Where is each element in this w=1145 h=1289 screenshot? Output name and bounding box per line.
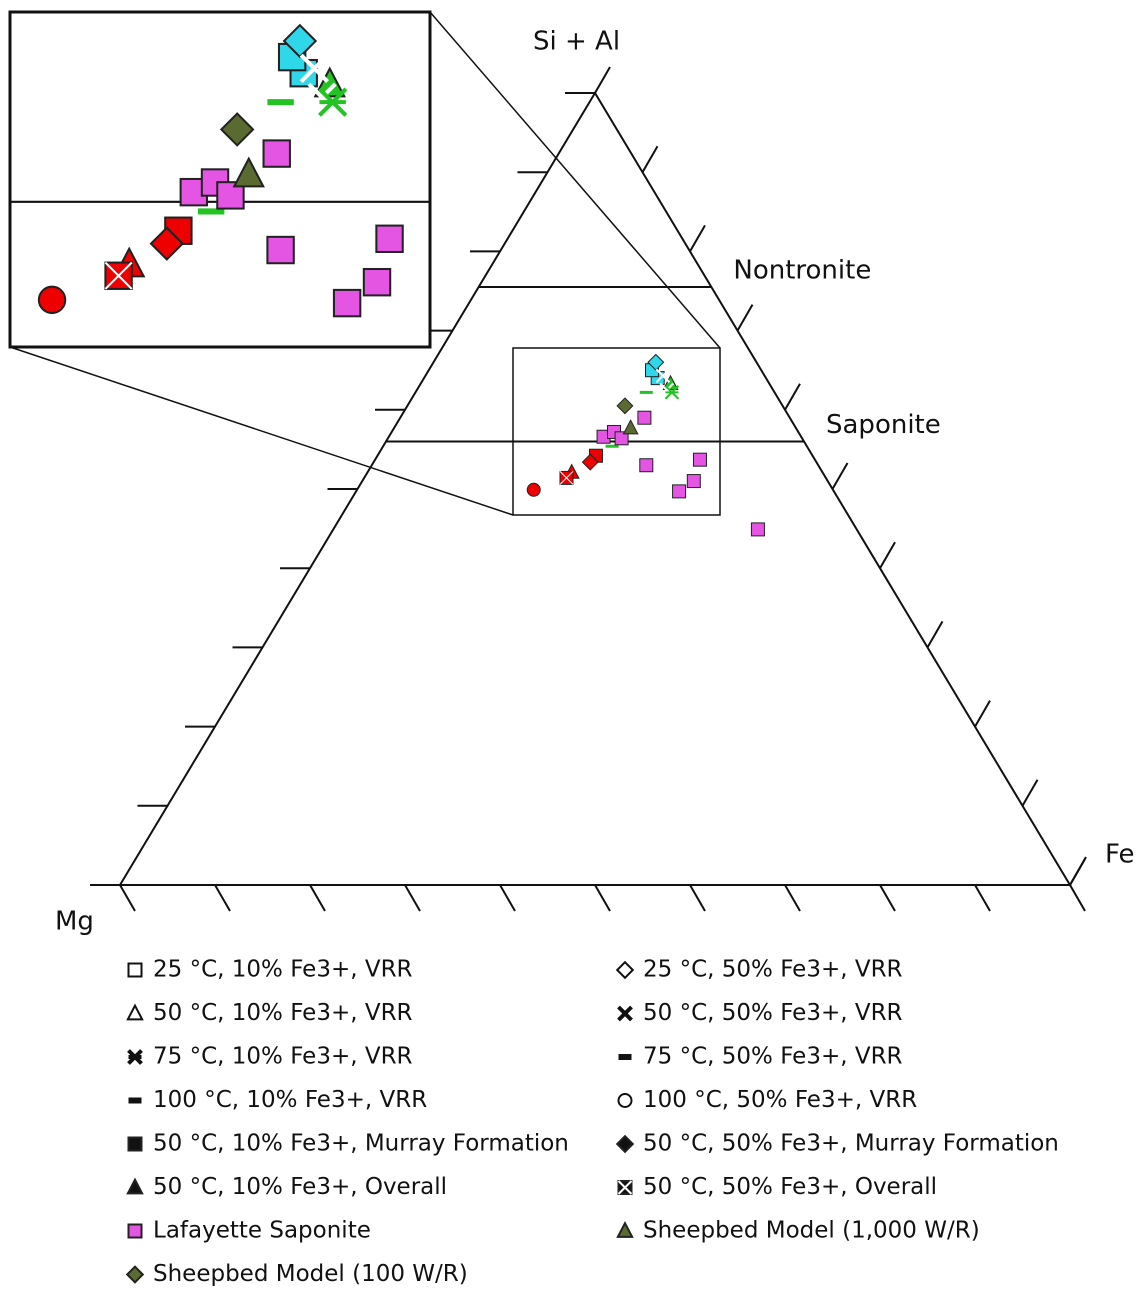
marker (750, 522, 765, 537)
bottom-tick (689, 884, 706, 912)
bottom-tick (879, 884, 896, 912)
legend-marker (617, 1180, 633, 1195)
legend-label: 25 °C, 50% Fe3+, VRR (643, 957, 903, 983)
marker (559, 471, 574, 485)
marker (362, 267, 392, 297)
boundary-label: Saponite (826, 410, 941, 440)
marker (37, 285, 67, 315)
marker (216, 181, 245, 210)
legend-marker (125, 1265, 145, 1284)
inset-zoom (10, 23, 520, 393)
inset (10, 23, 520, 393)
legend-marker (127, 962, 143, 978)
right-axis-extension (1069, 856, 1087, 886)
marker (232, 156, 265, 188)
legend-label: 50 °C, 10% Fe3+, VRR (153, 1000, 413, 1026)
legend-label: 50 °C, 10% Fe3+, Overall (153, 1174, 447, 1200)
top-axis-label: Si + Al (533, 27, 620, 57)
marker (375, 224, 404, 253)
legend-marker (126, 1003, 144, 1021)
legend-marker (615, 960, 635, 980)
legend-marker (616, 1221, 634, 1238)
legend-marker (126, 1177, 144, 1195)
legend-marker (127, 1136, 143, 1152)
bottom-tick (119, 884, 136, 912)
plot-area (90, 66, 1087, 912)
legend-label: 100 °C, 50% Fe3+, VRR (643, 1087, 917, 1113)
legend-marker (617, 1093, 633, 1108)
marker (318, 87, 348, 117)
marker (647, 353, 665, 371)
legend-marker (127, 1223, 143, 1239)
marker (692, 452, 707, 467)
legend-label: 75 °C, 50% Fe3+, VRR (643, 1044, 903, 1070)
marker (266, 235, 295, 265)
bottom-tick (499, 884, 516, 912)
legend-marker (615, 1134, 635, 1154)
legend-marker (127, 1049, 143, 1065)
bottom-tick (404, 884, 421, 912)
marker (219, 112, 255, 147)
legend-label: 25 °C, 10% Fe3+, VRR (153, 957, 413, 983)
marker (655, 368, 671, 383)
right-tick (594, 66, 611, 94)
right-tick (974, 700, 991, 728)
legend-label: Lafayette Saponite (153, 1218, 371, 1244)
bottom-tick (594, 884, 611, 912)
bottom-tick (214, 884, 231, 912)
bottom-tick (309, 884, 326, 912)
marker (616, 397, 634, 415)
boundary-label: Nontronite (733, 256, 871, 286)
right-axis-label: Fe (1105, 840, 1135, 870)
legend-label: 50 °C, 50% Fe3+, Overall (643, 1174, 937, 1200)
zoom-region (512, 347, 721, 516)
legend-label: 50 °C, 50% Fe3+, Murray Formation (643, 1131, 1059, 1157)
inset-connector (429, 11, 721, 349)
inset-frame (8, 10, 432, 349)
bottom-tick (1069, 884, 1086, 912)
marker (299, 53, 329, 83)
legend-label: 50 °C, 50% Fe3+, VRR (643, 1000, 903, 1026)
legend-label: 100 °C, 10% Fe3+, VRR (153, 1087, 427, 1113)
right-tick (784, 383, 801, 411)
right-tick (1021, 779, 1039, 807)
right-tick (689, 224, 706, 252)
marker (581, 453, 599, 471)
right-tick (736, 304, 754, 332)
legend-marker (617, 1005, 633, 1022)
legend-label: 50 °C, 10% Fe3+, Murray Formation (153, 1131, 569, 1157)
marker (332, 288, 362, 318)
legend-label: Sheepbed Model (1,000 W/R) (643, 1218, 980, 1244)
right-tick (879, 541, 896, 569)
marker (622, 419, 639, 435)
left-axis-label: Mg (55, 907, 94, 937)
marker (282, 23, 318, 59)
marker (494, 367, 520, 393)
marker (639, 458, 654, 473)
inset-connector (9, 346, 514, 516)
marker (149, 226, 185, 261)
marker (614, 431, 629, 446)
legend-label: Sheepbed Model (100 W/R) (153, 1261, 468, 1287)
marker (664, 385, 680, 400)
legend-label: 75 °C, 10% Fe3+, VRR (153, 1044, 413, 1070)
marker (686, 474, 701, 489)
bottom-tick (974, 884, 991, 912)
marker (637, 410, 652, 425)
right-tick (641, 145, 659, 173)
marker (262, 139, 291, 168)
marker (104, 261, 133, 290)
marker (672, 484, 687, 499)
marker (526, 482, 541, 497)
right-tick (926, 620, 944, 648)
legend: 25 °C, 10% Fe3+, VRR 25 °C, 50% Fe3+, VRR… (125, 957, 1059, 1287)
right-tick (831, 462, 849, 490)
bottom-tick (784, 884, 801, 912)
